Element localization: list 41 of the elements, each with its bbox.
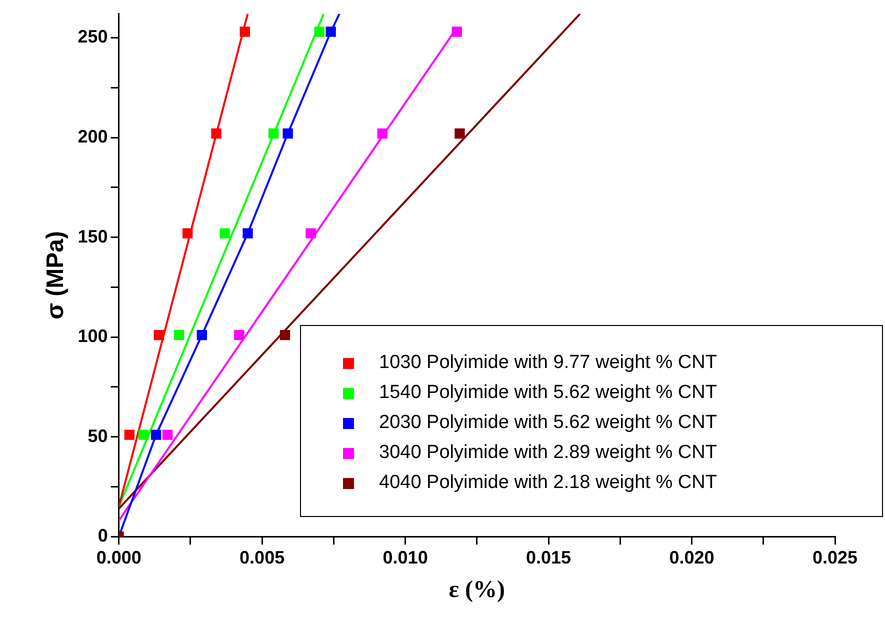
y-axis-title: σ (MPa) [42,230,70,320]
x-tick-label: 0.025 [812,547,858,568]
legend-label: 3040 Polyimide with 2.89 weight % CNT [379,442,717,464]
point [196,330,208,340]
x-tick-label: 0.010 [382,547,428,568]
legend-label: 2030 Polyimide with 5.62 weight % CNT [379,412,717,434]
x-tick-label: 0.015 [526,547,572,568]
y-tick-label: 150 [78,226,108,246]
legend-label: 4040 Polyimide with 2.18 weight % CNT [379,472,717,494]
point [452,26,462,37]
y-tick-label: 250 [78,26,108,47]
y-tick-label: 200 [78,126,108,146]
point [174,330,184,340]
y-tick-label: 0 [98,526,108,546]
x-axis-title: ε (%) [448,576,506,603]
point [162,430,173,440]
y-tick-label: 50 [88,426,108,446]
point [211,128,222,139]
point [242,228,253,238]
point [268,128,279,139]
point [182,228,193,238]
point [377,128,388,139]
y-tick-label: 100 [78,326,108,346]
point [306,228,316,238]
point [314,26,324,37]
point [240,26,250,37]
legend-label: 1540 Polyimide with 5.62 weight % CNT [379,382,717,404]
point [234,330,244,340]
point [280,330,290,340]
point [220,228,230,238]
legend-label: 1030 Polyimide with 9.77 weight % CNT [379,352,717,374]
point [150,430,162,440]
x-tick-label: 0.000 [96,547,142,568]
point [282,128,293,139]
point [326,26,336,37]
x-tick-label: 0.005 [240,547,285,568]
point [138,430,149,440]
point [124,430,135,440]
x-tick-label: 0.020 [669,547,714,568]
point [454,128,465,139]
point [154,330,164,340]
